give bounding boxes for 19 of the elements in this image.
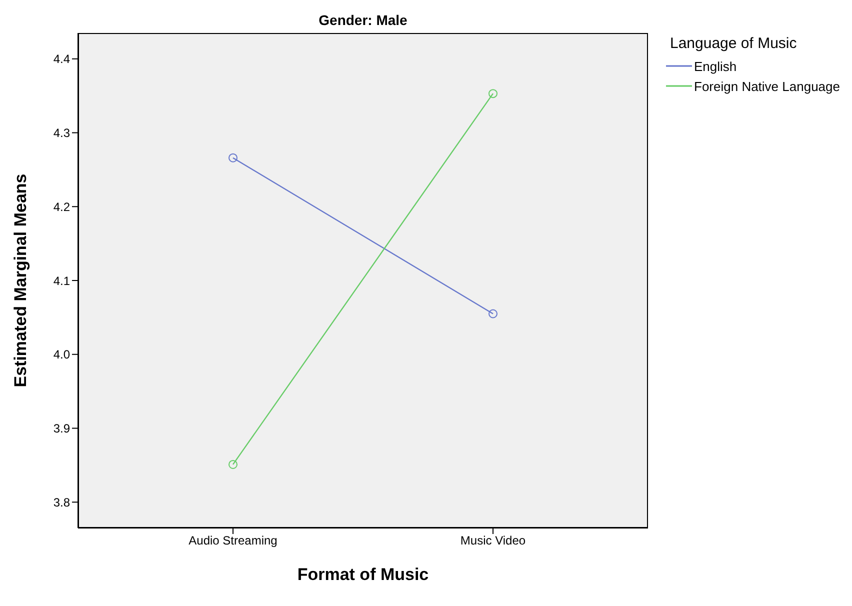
chart-title: Gender: Male	[318, 12, 408, 28]
y-tick-label: 4.2	[53, 200, 70, 214]
y-tick-label: 4.3	[53, 126, 70, 140]
point	[488, 309, 498, 318]
y-axis-title: Estimated Marginal Means	[11, 174, 30, 388]
legend-label: English	[694, 58, 737, 74]
y-tick-label: 4.0	[53, 348, 70, 362]
point	[228, 153, 238, 162]
y-tick-label: 3.8	[53, 495, 70, 510]
legend-label: Foreign Native Language	[694, 78, 840, 94]
y-tick-label: 4.1	[53, 274, 70, 288]
legend-title: Language of Music	[670, 35, 798, 52]
x-tick-label: Audio Streaming	[188, 534, 278, 548]
y-tick-label: 3.9	[53, 422, 70, 436]
point	[488, 89, 498, 98]
x-axis-title: Format of Music	[297, 565, 429, 584]
x-tick-label: Music Video	[460, 534, 526, 548]
point	[228, 460, 238, 469]
y-tick-label: 4.4	[53, 52, 70, 66]
